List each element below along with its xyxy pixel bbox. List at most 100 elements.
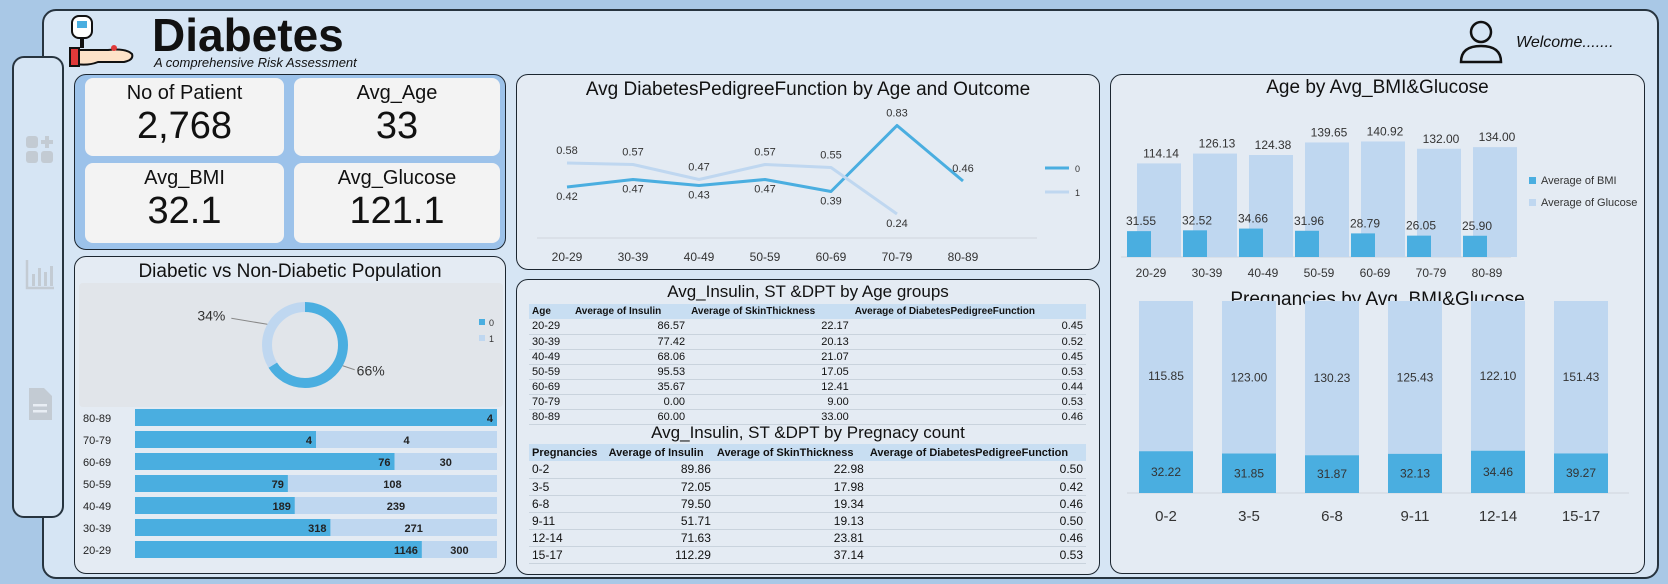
- line-data-label: 0.83: [886, 108, 907, 120]
- table-cell: 15-17: [529, 546, 606, 564]
- page-subtitle: A comprehensive Risk Assessment: [154, 55, 357, 70]
- line-data-label: 0.46: [952, 163, 973, 175]
- bar-label-bmi: 28.79: [1350, 216, 1380, 230]
- age-axis-label: 80-89: [83, 413, 111, 425]
- age-bar-label-0: 79: [272, 479, 284, 491]
- table-cell: 23.81: [713, 529, 867, 547]
- age-bar-diabetic: [287, 475, 497, 492]
- kpi-card-patients: No of Patient 2,768: [85, 78, 284, 156]
- line-data-label: 0.24: [886, 218, 907, 230]
- bar-label-glucose: 134.00: [1479, 130, 1516, 144]
- table-cell: 12.41: [688, 379, 852, 395]
- line-series-0: [566, 124, 964, 193]
- table-row: 15-17 112.29 37.14 0.53: [529, 546, 1086, 564]
- table-cell: 0.45: [851, 319, 1086, 335]
- age-bar-label-1: 300: [450, 545, 468, 557]
- table-cell: 0.53: [851, 394, 1086, 410]
- bar-label-glucose: 124.38: [1255, 138, 1292, 152]
- bar-chart-icon[interactable]: [24, 254, 56, 294]
- bar-label-bmi: 32.52: [1182, 213, 1212, 227]
- line-data-label: 0.42: [556, 191, 577, 203]
- table-cell: 0.44: [851, 379, 1086, 395]
- table-cell: 0.45: [851, 349, 1086, 365]
- x-tick-label: 9-11: [1401, 508, 1430, 525]
- age-bar-diabetic: [421, 541, 497, 558]
- age-bar-non-diabetic: [135, 519, 331, 536]
- x-tick-label: 70-79: [882, 250, 913, 264]
- line-data-label: 0.58: [556, 145, 577, 157]
- age-bar-label-0: 76: [378, 457, 390, 469]
- line-series-1: [566, 161, 898, 216]
- legend-label: Average of BMI: [1541, 175, 1617, 187]
- table-header-row: Pregnancies Average of Insulin Average of …: [529, 444, 1086, 461]
- age-axis-label: 70-79: [83, 435, 111, 447]
- table-cell: 20-29: [529, 319, 572, 335]
- table-cell: 21.07: [688, 349, 852, 365]
- age-bmi-glucose-chart: 114.14 31.55 20-29 126.13 32.52 30-39 124.38 34…: [1121, 124, 1637, 280]
- bar-label-glucose: 130.23: [1314, 371, 1351, 385]
- table-row: 9-11 51.71 19.13 0.50: [529, 512, 1086, 530]
- bar-label-glucose: 139.65: [1311, 125, 1348, 139]
- table-cell: 0.00: [571, 394, 689, 410]
- add-dashboard-icon[interactable]: [24, 124, 56, 164]
- table-header-cell: Age: [529, 304, 572, 319]
- bar-average-glucose: [1471, 301, 1525, 451]
- kpi-card-age: Avg_Age 33: [294, 78, 500, 156]
- bar-average-bmi: [1407, 235, 1431, 257]
- kpi-label: Avg_BMI: [144, 167, 225, 189]
- x-tick-label: 60-69: [816, 250, 847, 264]
- x-tick-label: 30-39: [1192, 266, 1223, 280]
- age-bar-diabetic: [394, 453, 497, 470]
- document-icon[interactable]: [24, 384, 56, 424]
- legend-swatch: [1529, 199, 1536, 206]
- kpi-panel: No of Patient 2,768 Avg_Age 33 Avg_BMI 3…: [74, 74, 506, 250]
- table-row: 80-89 60.00 33.00 0.46: [529, 409, 1086, 425]
- line-data-label: 0.39: [820, 196, 841, 208]
- table-row: 12-14 71.63 23.81 0.46: [529, 529, 1086, 547]
- dpf-line-chart: 20-29 30-39 40-49 50-59 60-69 70-79 80-89 0.42 0…: [537, 108, 1080, 264]
- x-tick-label: 12-14: [1479, 508, 1517, 525]
- line-data-label: 0.47: [688, 162, 709, 174]
- bmi-glucose-panel: Age by Avg_BMI&Glucose 114.14 31.55 20-29 1…: [1110, 74, 1645, 574]
- bar-label-bmi: 25.90: [1462, 219, 1492, 233]
- bar-label-glucose: 140.92: [1367, 124, 1404, 138]
- legend-label: Average of Glucose: [1541, 197, 1637, 209]
- x-tick-label: 20-29: [1136, 266, 1167, 280]
- table-cell: 20.13: [688, 334, 852, 350]
- age-bar-non-diabetic: [135, 497, 295, 514]
- donut-leader-line: [231, 317, 268, 325]
- table-header-cell: Average of SkinThickness: [688, 304, 852, 319]
- age-bar-non-diabetic: [135, 453, 395, 470]
- bar-average-glucose: [1388, 301, 1442, 454]
- table-cell: 19.34: [713, 495, 867, 513]
- table-cell: 33.00: [688, 409, 852, 425]
- table-row: 6-8 79.50 19.34 0.46: [529, 495, 1086, 513]
- legend-label: 0: [489, 318, 494, 328]
- table-cell: 0.46: [866, 529, 1086, 547]
- table-cell: 60.00: [571, 409, 689, 425]
- age-axis-label: 40-49: [83, 501, 111, 513]
- kpi-label: Avg_Glucose: [337, 167, 457, 189]
- table-cell: 0.52: [851, 334, 1086, 350]
- bar-label-bmi: 39.27: [1566, 466, 1596, 480]
- bar-label-glucose: 151.43: [1563, 370, 1600, 384]
- table-row: 40-49 68.06 21.07 0.45: [529, 349, 1086, 365]
- table-cell: 17.98: [713, 478, 867, 496]
- age-bar-label-0: 318: [308, 523, 326, 535]
- bar-label-glucose: 126.13: [1199, 137, 1236, 151]
- bar-label-bmi: 31.55: [1126, 214, 1156, 228]
- x-tick-label: 15-17: [1562, 508, 1600, 525]
- bar-label-glucose: 122.10: [1480, 369, 1517, 383]
- user-avatar-icon[interactable]: [1458, 18, 1504, 64]
- table-cell: 22.98: [713, 461, 867, 479]
- line-data-label: 0.47: [754, 184, 775, 196]
- kpi-value: 32.1: [147, 190, 222, 232]
- table-cell: 0.46: [851, 409, 1086, 425]
- donut-label-0: 66%: [357, 363, 385, 379]
- age-bmi-chart-title: Age by Avg_BMI&Glucose: [1266, 77, 1489, 98]
- table-cell: 37.14: [713, 546, 867, 564]
- age-axis-label: 50-59: [83, 479, 111, 491]
- pregnancy-bmi-glucose-chart: 115.85 32.22 0-2 123.00 31.85 3-5 130.23 31.87 6…: [1127, 301, 1629, 525]
- age-bar-label-0: 1146: [394, 545, 418, 557]
- line-data-label: 0.43: [688, 190, 709, 202]
